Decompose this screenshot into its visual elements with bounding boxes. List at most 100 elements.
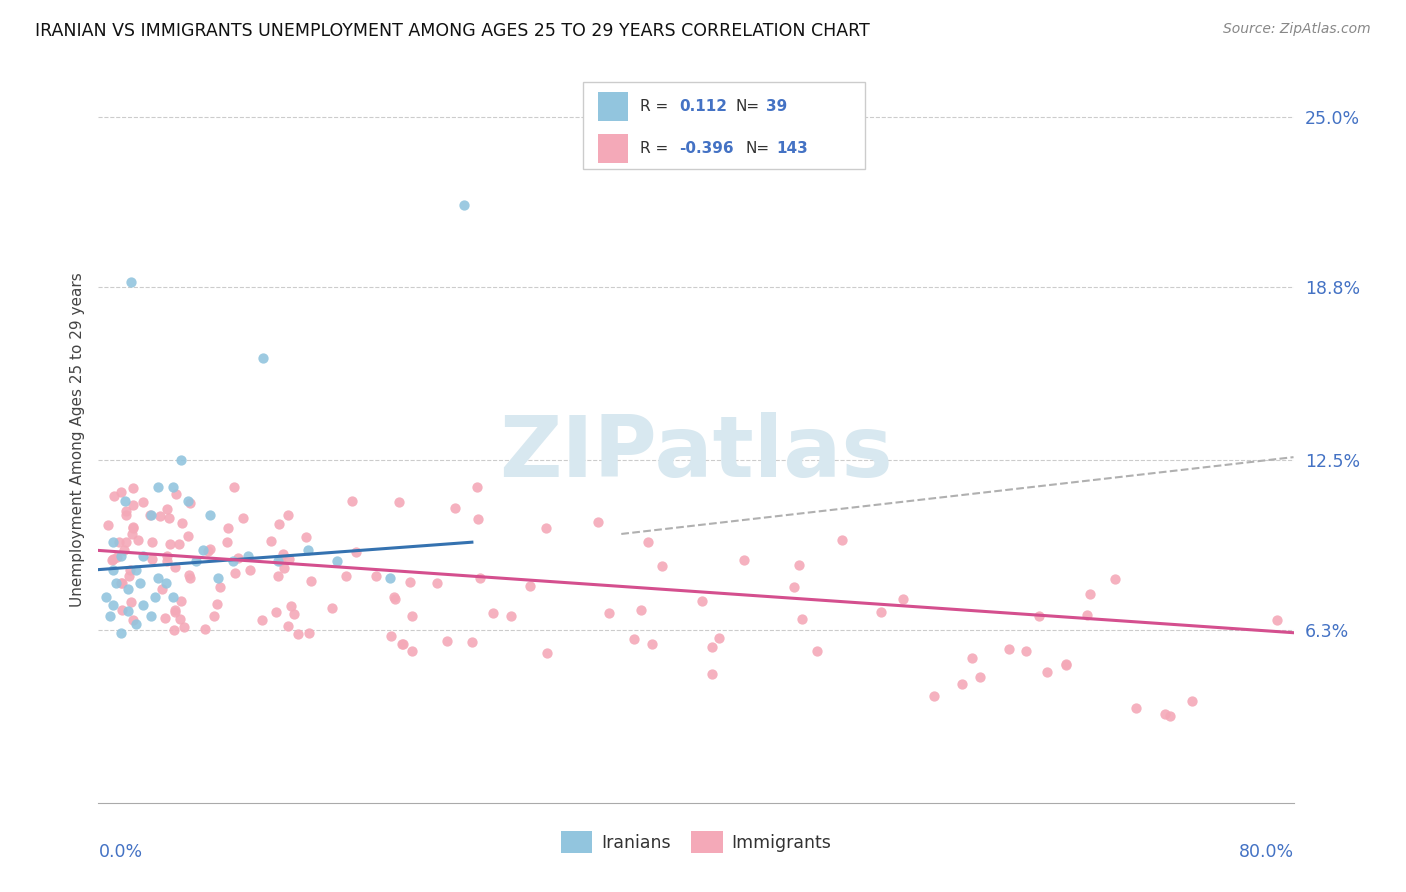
Text: 80.0%: 80.0% xyxy=(1239,843,1294,861)
Point xyxy=(831,533,853,547)
Point xyxy=(1159,708,1181,723)
Point xyxy=(692,594,714,608)
Point xyxy=(536,647,558,661)
Point xyxy=(177,494,200,508)
Point xyxy=(335,569,357,583)
Point xyxy=(112,543,135,558)
Point xyxy=(115,508,138,522)
Point xyxy=(382,590,405,604)
Point xyxy=(173,620,195,634)
Point xyxy=(139,508,162,522)
Point xyxy=(378,571,401,585)
Point xyxy=(163,603,186,617)
Point xyxy=(122,498,145,512)
Point xyxy=(436,634,458,648)
Point xyxy=(790,612,813,626)
Point xyxy=(1036,665,1059,680)
Text: N=: N= xyxy=(745,141,769,156)
Point xyxy=(1125,701,1147,715)
Text: ZIPatlas: ZIPatlas xyxy=(499,412,893,495)
Point xyxy=(141,551,163,566)
Point xyxy=(470,571,492,585)
Point xyxy=(159,537,181,551)
Point xyxy=(295,530,318,544)
Point xyxy=(598,606,620,620)
Point xyxy=(110,576,132,591)
Point xyxy=(637,534,659,549)
Point xyxy=(127,533,149,547)
Text: R =: R = xyxy=(640,141,668,156)
Point xyxy=(453,198,475,212)
Text: Source: ZipAtlas.com: Source: ZipAtlas.com xyxy=(1223,22,1371,37)
Point xyxy=(380,629,402,643)
Point xyxy=(283,607,305,621)
Point xyxy=(97,518,120,533)
Point xyxy=(1054,657,1077,672)
Point xyxy=(156,501,179,516)
Point xyxy=(129,576,152,591)
Point xyxy=(169,612,191,626)
Point xyxy=(232,510,254,524)
Point xyxy=(165,605,187,619)
Point xyxy=(141,535,163,549)
Point xyxy=(122,481,145,495)
Point xyxy=(215,535,238,549)
Point xyxy=(208,580,231,594)
Point xyxy=(179,496,201,510)
Point xyxy=(165,487,187,501)
Text: 143: 143 xyxy=(776,141,808,156)
Point xyxy=(110,625,132,640)
Point xyxy=(482,607,505,621)
Point xyxy=(467,512,489,526)
Point xyxy=(184,554,207,568)
Point xyxy=(121,613,143,627)
Point xyxy=(623,632,645,646)
Text: -0.396: -0.396 xyxy=(679,141,734,156)
Point xyxy=(114,534,136,549)
Point xyxy=(891,591,914,606)
Point xyxy=(271,547,294,561)
Point xyxy=(105,549,128,564)
Point xyxy=(114,504,136,518)
Text: 39: 39 xyxy=(766,99,787,114)
Point xyxy=(340,494,363,508)
Point xyxy=(118,563,141,577)
Point xyxy=(269,554,291,568)
Point xyxy=(177,529,200,543)
Point xyxy=(114,494,136,508)
Point xyxy=(139,508,162,522)
Point xyxy=(783,580,806,594)
Point xyxy=(162,590,184,604)
Point xyxy=(94,590,117,604)
Point xyxy=(222,480,245,494)
Point xyxy=(366,568,388,582)
Point xyxy=(426,576,449,591)
Point xyxy=(280,599,302,613)
Point xyxy=(98,609,122,624)
Point xyxy=(267,554,290,568)
Point xyxy=(278,552,301,566)
Point xyxy=(125,617,148,632)
Point xyxy=(150,582,173,596)
Point xyxy=(1104,572,1126,586)
Point xyxy=(125,563,148,577)
Point xyxy=(132,549,155,563)
Point xyxy=(1078,587,1101,601)
Point xyxy=(969,670,991,684)
Point xyxy=(250,613,273,627)
Point xyxy=(630,603,652,617)
Point xyxy=(789,558,811,573)
Point xyxy=(1154,706,1177,721)
Point xyxy=(103,599,125,613)
Point xyxy=(132,599,155,613)
Point xyxy=(321,601,343,615)
Point xyxy=(236,549,259,563)
Point xyxy=(202,609,225,624)
Point xyxy=(287,627,309,641)
Point xyxy=(651,558,673,573)
Point xyxy=(950,677,973,691)
Point xyxy=(1028,609,1050,624)
Point xyxy=(103,489,125,503)
Point xyxy=(217,521,239,535)
Point xyxy=(163,623,186,637)
